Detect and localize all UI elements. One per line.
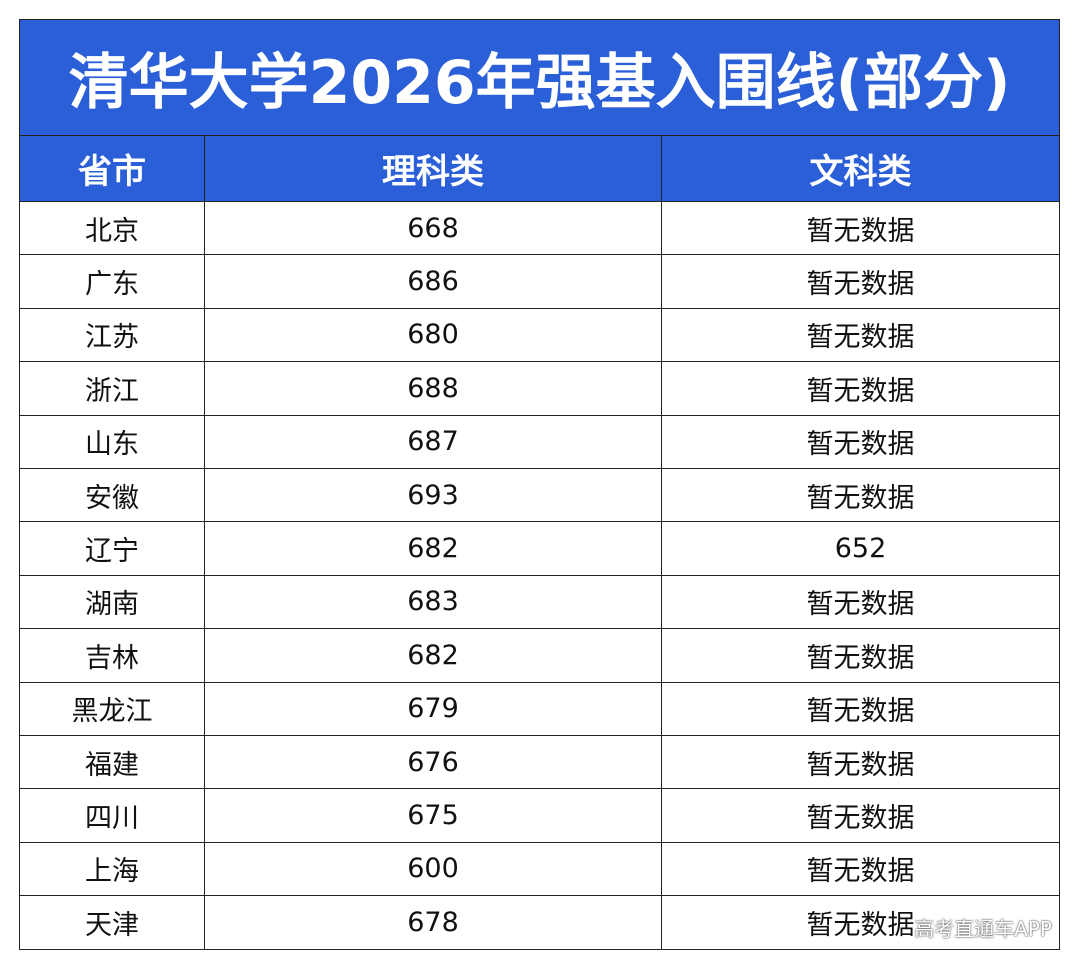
- table-cell: 600: [205, 842, 662, 896]
- table-cell: 暂无数据: [806, 269, 915, 301]
- table-row: 福建 676 暂无数据: [20, 735, 1059, 790]
- table-row: 浙江 688 暂无数据: [20, 362, 1059, 416]
- table-cell: 上海: [20, 842, 205, 896]
- table-cell: 675: [205, 789, 662, 842]
- table-row: 吉林 682 暂无数据: [20, 629, 1059, 683]
- table-cell: 暂无数据: [806, 802, 915, 834]
- table-cell: 暂无数据: [806, 642, 915, 674]
- table-row: 江苏 680 暂无数据: [20, 308, 1059, 363]
- table-cell: 688: [205, 362, 662, 415]
- table-cell: 四川: [20, 789, 205, 842]
- table-row: 天津 678 暂无数据: [20, 896, 1059, 950]
- table-row: 北京 668 暂无数据: [20, 202, 1059, 256]
- table-cell: 682: [205, 522, 662, 575]
- table-cell: 暂无数据: [806, 215, 915, 247]
- table-cell: 682: [205, 629, 662, 682]
- table-cell: 668: [205, 202, 662, 255]
- header-cell: 文科类: [809, 152, 912, 192]
- table-cell: 山东: [20, 415, 205, 468]
- table-cell: 676: [205, 735, 662, 789]
- table-cell: 黑龙江: [20, 682, 205, 735]
- header-cell: 理科类: [205, 136, 662, 201]
- table-row: 四川 675 暂无数据: [20, 789, 1059, 843]
- table-cell: 暂无数据: [806, 589, 915, 621]
- table-cell: 暂无数据: [806, 856, 915, 888]
- table-cell: 678: [205, 896, 662, 950]
- table-cell: 679: [205, 682, 662, 735]
- table-cell: 湖南: [20, 575, 205, 629]
- table-cell: 暂无数据: [806, 910, 915, 942]
- table-row: 安徽 693 暂无数据: [20, 468, 1059, 523]
- header-row: 省市 理科类 文科类: [20, 136, 1059, 202]
- table-cell: 吉林: [20, 629, 205, 682]
- table-cell: 652: [834, 533, 887, 565]
- table-cell: 福建: [20, 735, 205, 789]
- table-cell: 683: [205, 575, 662, 629]
- table-cell: 687: [205, 415, 662, 468]
- table-cell: 暂无数据: [806, 429, 915, 461]
- table: 清华大学2026年强基入围线(部分) 省市 理科类 文科类 北京 668 暂无数据 广东 68…: [19, 19, 1060, 951]
- table-row: 山东 687 暂无数据: [20, 415, 1059, 469]
- table-row: 辽宁 682 652: [20, 522, 1059, 576]
- table-row: 广东 686 暂无数据: [20, 255, 1059, 309]
- table-row: 上海 600 暂无数据: [20, 842, 1059, 897]
- table-cell: 693: [205, 468, 662, 522]
- table-cell: 686: [205, 255, 662, 308]
- table-row: 湖南 683 暂无数据: [20, 575, 1059, 630]
- table-cell: 广东: [20, 255, 205, 308]
- table-cell: 680: [205, 308, 662, 362]
- table-cell: 北京: [20, 202, 205, 255]
- table-title: 清华大学2026年强基入围线(部分): [20, 20, 1059, 136]
- table-cell: 暂无数据: [806, 696, 915, 728]
- header-cell: 省市: [20, 136, 205, 201]
- table-row: 黑龙江 679 暂无数据: [20, 682, 1059, 736]
- table-cell: 天津: [20, 896, 205, 950]
- watermark: 高考直通车APP: [914, 917, 1052, 941]
- table-cell: 浙江: [20, 362, 205, 415]
- table-cell: 暂无数据: [806, 749, 915, 781]
- table-cell: 安徽: [20, 468, 205, 522]
- table-cell: 辽宁: [20, 522, 205, 575]
- table-cell: 暂无数据: [806, 375, 915, 407]
- table-cell: 暂无数据: [806, 322, 915, 354]
- table-cell: 暂无数据: [806, 482, 915, 514]
- table-cell: 江苏: [20, 308, 205, 362]
